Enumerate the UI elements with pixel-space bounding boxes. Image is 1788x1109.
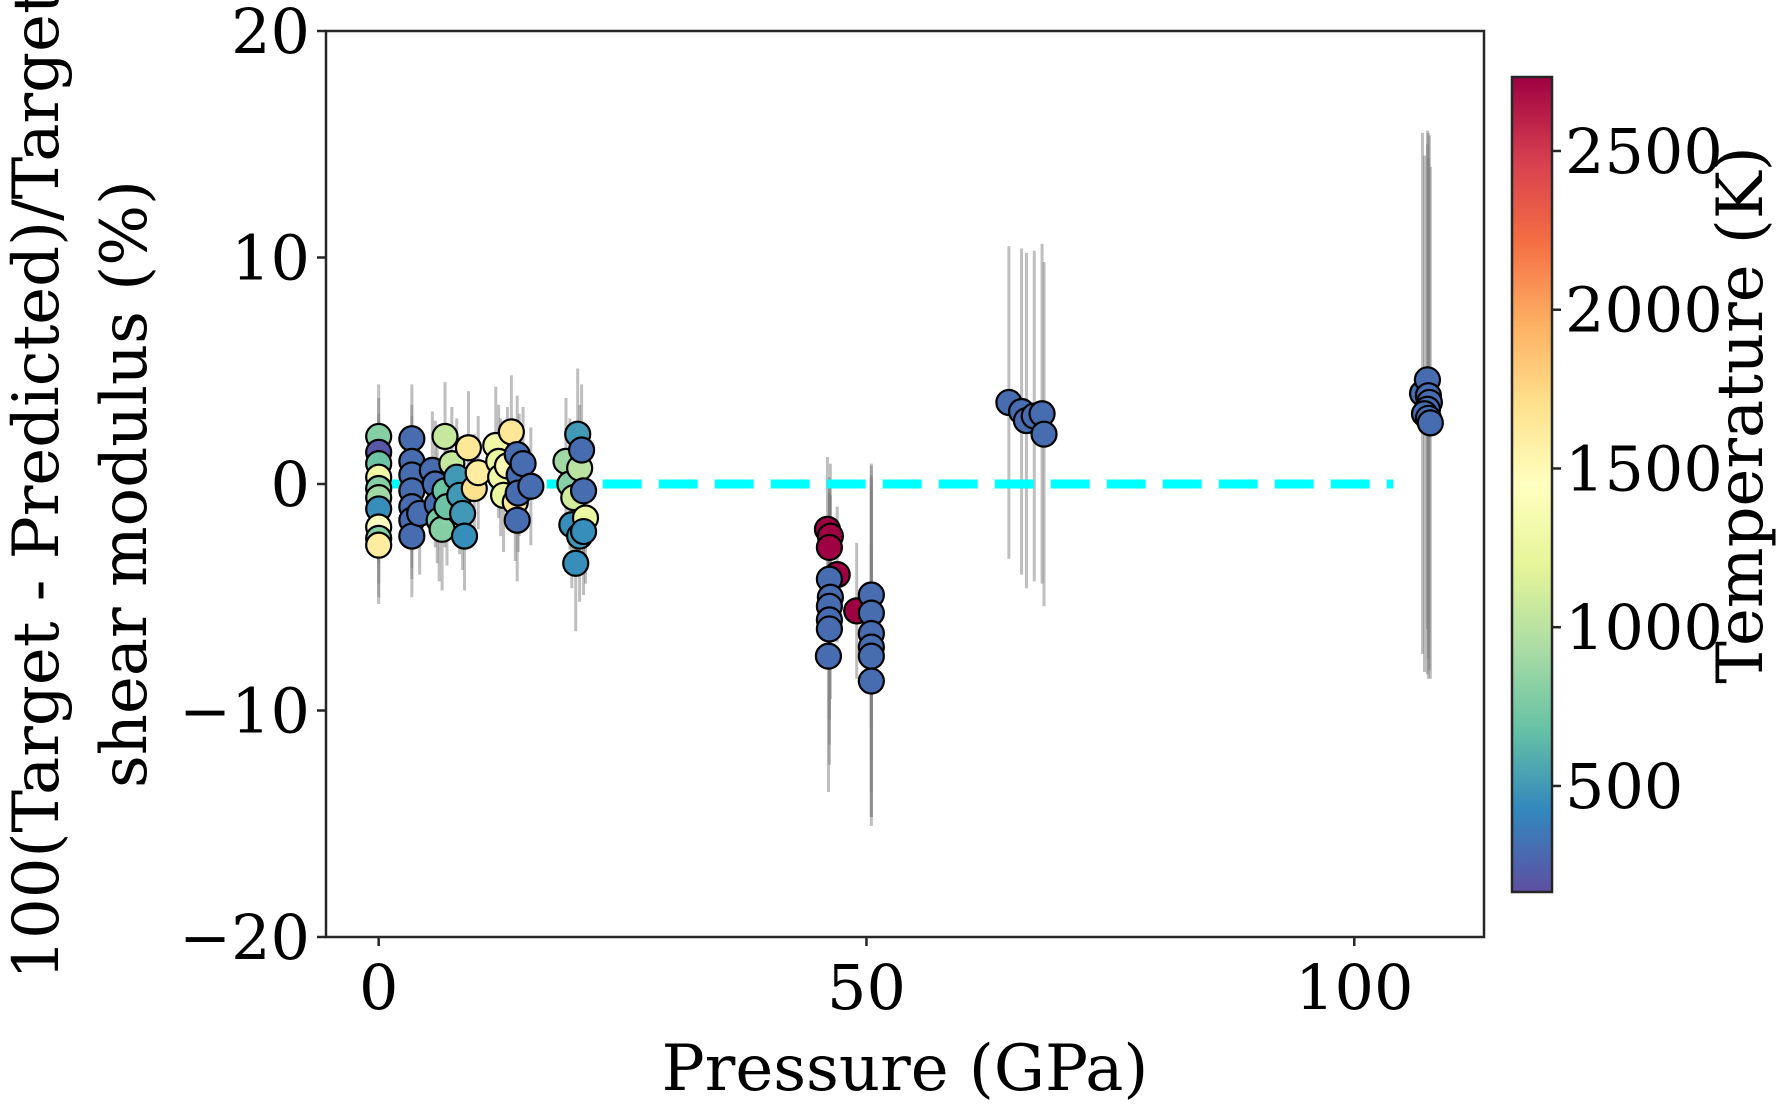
data-point [517,472,545,500]
colorbar-tick-label: 2000 [1565,274,1723,347]
colorbar-label: Temperature (K) [1704,146,1778,683]
y-tick-label: −20 [179,901,310,974]
data-point [815,615,843,643]
data-point [509,450,537,478]
data-point [562,549,590,577]
y-tick-label: 10 [231,222,310,295]
x-ticks: 0 50 100 [359,937,1413,1024]
data-point [454,434,483,462]
data-point [1416,409,1444,437]
y-tick-label: −10 [179,675,310,748]
colorbar [1510,75,1554,894]
y-tick-label: 0 [271,448,310,521]
data-point [398,425,426,453]
y-ticks: −20 −10 0 10 20 [179,0,326,974]
data-point [569,517,598,546]
data-point [428,515,456,543]
data-point [857,667,885,695]
data-point [815,533,843,562]
data-points [365,366,1444,695]
data-point [431,422,459,451]
x-tick-label: 50 [827,951,906,1024]
data-point [448,499,477,528]
y-axis-label-line-1: 100(Target - Predicted)/Target [0,0,74,980]
data-point [814,642,843,670]
x-tick-label: 100 [1295,951,1413,1024]
colorbar-tick-label: 500 [1565,750,1683,823]
data-point [398,522,426,550]
x-axis-label: Pressure (GPa) [662,1032,1149,1106]
data-point [567,436,596,464]
data-point [365,531,393,559]
y-axis-label-line-2: shear modulus (%) [88,180,162,788]
data-point [497,418,525,446]
data-point [1030,420,1058,448]
x-tick-label: 0 [359,951,398,1024]
colorbar-tick-label: 2500 [1565,115,1723,188]
y-tick-label: 20 [231,0,310,68]
colorbar-tick-label: 1500 [1565,432,1723,505]
data-point [503,506,531,534]
data-point [857,642,885,670]
y-axis-label: 100(Target - Predicted)/Target shear mod… [0,0,162,980]
colorbar-ticks: 500 1000 1500 2000 2500 [1552,115,1723,823]
colorbar-tick-label: 1000 [1565,591,1723,664]
data-point [450,522,479,550]
data-point [569,477,598,505]
